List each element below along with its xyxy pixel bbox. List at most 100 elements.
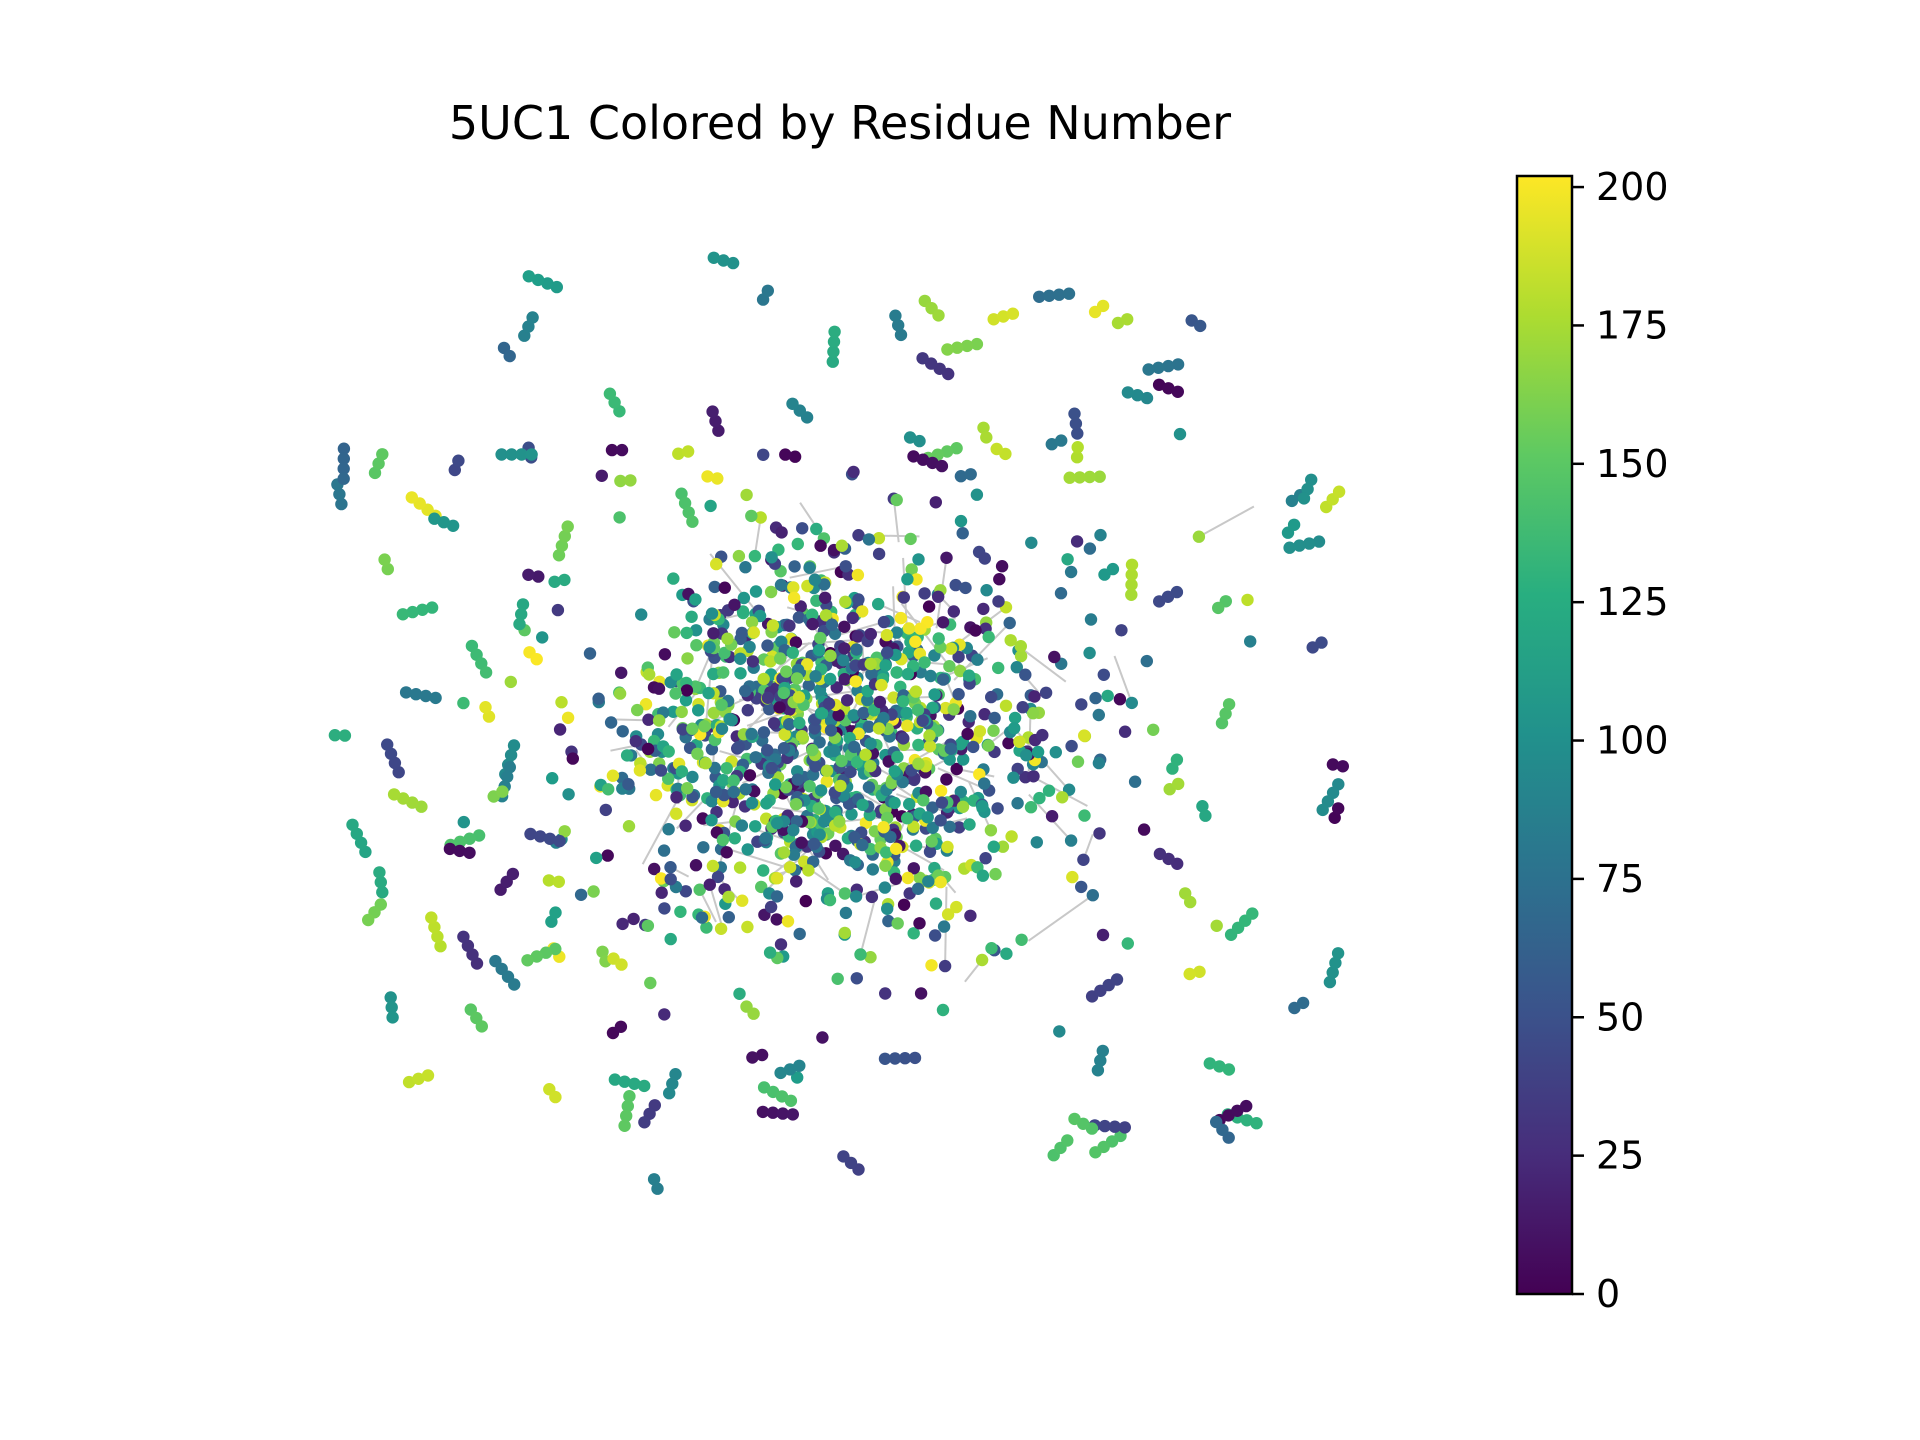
residue-node — [1196, 800, 1209, 813]
residue-node — [717, 666, 730, 679]
residue-node — [781, 915, 795, 928]
residue-node — [897, 695, 910, 708]
residue-node — [995, 560, 1009, 573]
residue-node — [1121, 937, 1135, 950]
residue-node — [428, 512, 441, 525]
residue-node — [954, 785, 967, 799]
residue-node — [1036, 728, 1049, 742]
residue-node — [1071, 427, 1084, 440]
residue-node — [827, 335, 841, 348]
residue-node — [1092, 756, 1106, 770]
residue-node — [546, 772, 559, 785]
residue-node — [749, 751, 762, 764]
residue-node — [635, 608, 648, 621]
residue-edge — [641, 794, 681, 865]
residue-node — [950, 900, 963, 914]
residue-node — [333, 488, 346, 501]
residue-node — [889, 872, 902, 885]
residue-node — [697, 841, 710, 854]
residue-node — [705, 795, 718, 808]
residue-node — [984, 824, 998, 837]
residue-node — [443, 842, 457, 856]
residue-node — [790, 672, 804, 685]
residue-node — [1031, 745, 1045, 759]
residue-node — [1192, 530, 1206, 543]
residue-node — [338, 729, 352, 742]
colorbar-tick-label: 25 — [1596, 1134, 1644, 1178]
colorbar-tick-label: 125 — [1596, 580, 1669, 624]
residue-node — [979, 852, 992, 865]
residue-node — [680, 684, 694, 697]
residue-node — [872, 547, 886, 561]
residue-node — [976, 800, 989, 813]
residue-node — [693, 883, 706, 896]
residue-node — [1250, 1117, 1263, 1130]
residue-node — [558, 825, 571, 838]
residue-node — [943, 820, 956, 833]
residue-node — [923, 729, 936, 742]
residue-node — [532, 570, 545, 583]
residue-node — [925, 959, 938, 972]
residue-node — [615, 666, 628, 679]
residue-node — [891, 750, 904, 764]
residue-node — [991, 802, 1004, 815]
residue-node — [624, 474, 637, 487]
residue-node — [1096, 928, 1110, 942]
residue-node — [654, 764, 668, 777]
residue-edge — [1198, 505, 1255, 538]
residue-node — [368, 466, 382, 480]
residue-node — [834, 779, 847, 793]
residue-node — [710, 557, 723, 571]
residue-node — [679, 819, 692, 832]
residue-node — [1010, 661, 1023, 674]
residue-node — [670, 668, 683, 681]
residue-node — [827, 345, 840, 358]
residue-node — [725, 713, 738, 727]
residue-node — [734, 667, 747, 680]
residue-node — [901, 573, 914, 586]
residue-node — [658, 1008, 671, 1021]
residue-node — [761, 639, 774, 652]
residue-node — [495, 448, 508, 461]
residue-node — [552, 549, 566, 562]
residue-node — [536, 631, 549, 644]
residue-node — [1019, 749, 1033, 762]
residue-node — [705, 814, 718, 827]
residue-node — [756, 1105, 770, 1119]
residue-node — [911, 882, 925, 895]
residue-node — [838, 926, 851, 940]
residue-node — [328, 729, 342, 742]
residue-node — [1173, 427, 1187, 441]
residue-node — [381, 738, 394, 751]
residue-node — [641, 919, 655, 932]
residue-node — [387, 788, 401, 801]
residue-node — [888, 796, 901, 810]
residue-node — [1000, 947, 1013, 960]
residue-node — [912, 553, 925, 566]
residue-node — [784, 1094, 798, 1108]
residue-node — [894, 611, 908, 625]
residue-node — [402, 1075, 416, 1089]
residue-node — [857, 706, 870, 720]
residue-node — [964, 468, 977, 481]
residue-node — [793, 716, 806, 730]
residue-node — [1305, 473, 1318, 486]
residue-node — [606, 769, 620, 782]
residue-node — [649, 788, 663, 802]
residue-node — [652, 682, 666, 695]
residue-node — [1039, 686, 1053, 699]
residue-node — [1152, 378, 1166, 391]
residue-node — [689, 624, 703, 637]
residue-node — [788, 560, 801, 573]
residue-node — [605, 443, 619, 457]
residue-node — [362, 913, 375, 927]
residue-node — [941, 840, 954, 854]
residue-node — [846, 611, 859, 625]
residue-node — [810, 522, 823, 536]
residue-node — [952, 821, 966, 834]
residue-node — [903, 431, 917, 444]
residue-node — [990, 442, 1003, 456]
residue-node — [644, 976, 657, 990]
residue-node — [615, 443, 629, 457]
residue-node — [877, 615, 891, 629]
